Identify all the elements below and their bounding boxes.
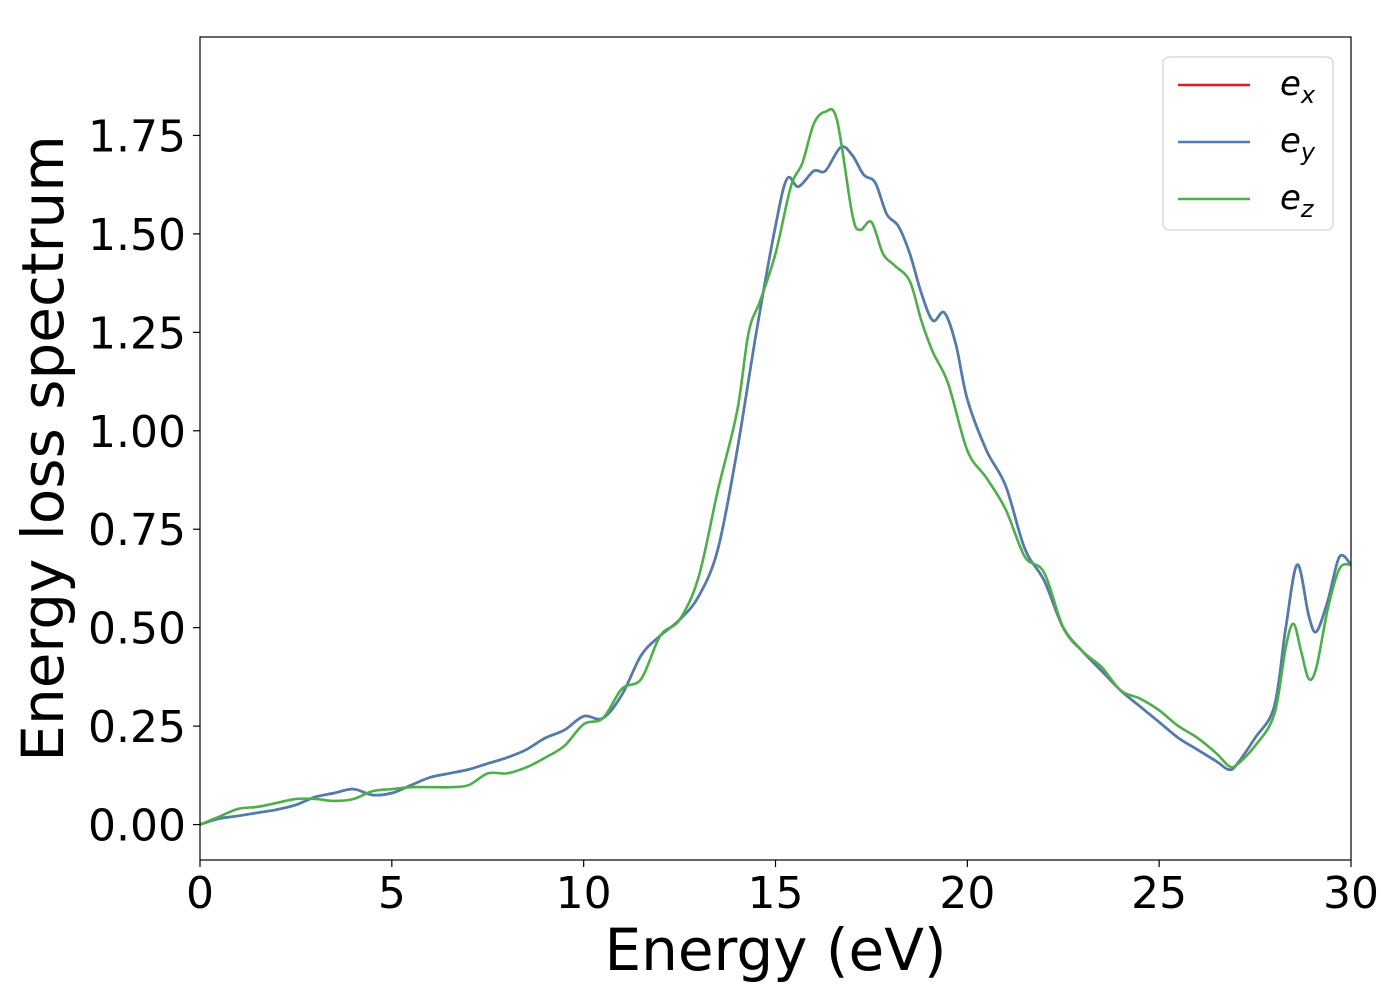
- y-tick-label: 1.50: [88, 210, 186, 261]
- x-tick-label: 0: [186, 868, 214, 919]
- y-tick-label: 1.25: [88, 308, 186, 359]
- series-line-y: [199, 145, 1352, 826]
- x-tick-label: 15: [748, 868, 804, 919]
- x-tick-label: 30: [1323, 868, 1379, 919]
- x-tick-label: 5: [378, 868, 406, 919]
- y-tick-label: 0.25: [88, 702, 186, 753]
- legend-label-x: ex: [1280, 64, 1316, 109]
- x-axis: 0 5 10 15 20 25 30: [186, 860, 1379, 919]
- y-tick-label: 1.75: [88, 111, 186, 162]
- y-tick-label: 0.75: [88, 505, 186, 556]
- y-axis: 0.00 0.25 0.50 0.75 1.00 1.25 1.50 1.75: [88, 111, 200, 852]
- series-line-z: [199, 107, 1352, 826]
- legend-frame: [1162, 56, 1334, 231]
- plot-lines: [199, 107, 1352, 826]
- x-tick-label: 25: [1131, 868, 1187, 919]
- y-axis-label: Energy loss spectrum: [9, 135, 77, 761]
- x-tick-label: 20: [939, 868, 995, 919]
- series-line-x: [199, 145, 1352, 826]
- legend: ex ey ez: [1162, 56, 1334, 231]
- legend-label-y: ey: [1280, 121, 1316, 166]
- legend-label-z: ez: [1280, 178, 1315, 223]
- y-tick-label: 0.50: [88, 604, 186, 655]
- x-axis-label: Energy (eV): [604, 916, 946, 984]
- y-tick-label: 0.00: [88, 801, 186, 852]
- y-tick-label: 1.00: [88, 407, 186, 458]
- x-tick-label: 10: [556, 868, 612, 919]
